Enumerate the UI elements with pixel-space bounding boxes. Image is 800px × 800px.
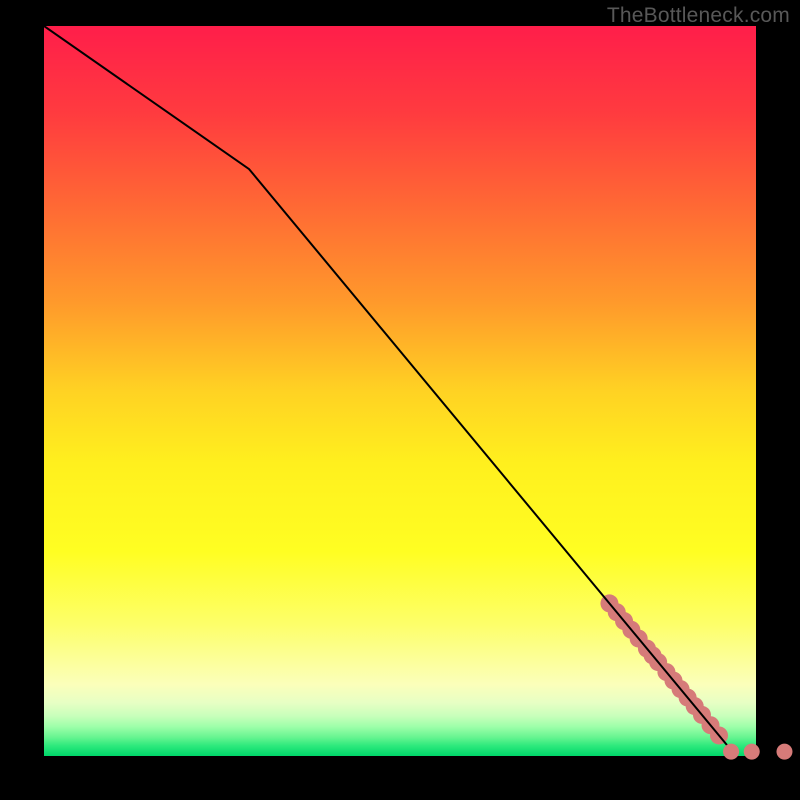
watermark-text: TheBottleneck.com [607, 4, 790, 28]
chart-stage: TheBottleneck.com [0, 0, 800, 800]
data-point [723, 744, 739, 760]
data-point [776, 744, 792, 760]
chart-svg [0, 0, 800, 800]
data-point [744, 744, 760, 760]
